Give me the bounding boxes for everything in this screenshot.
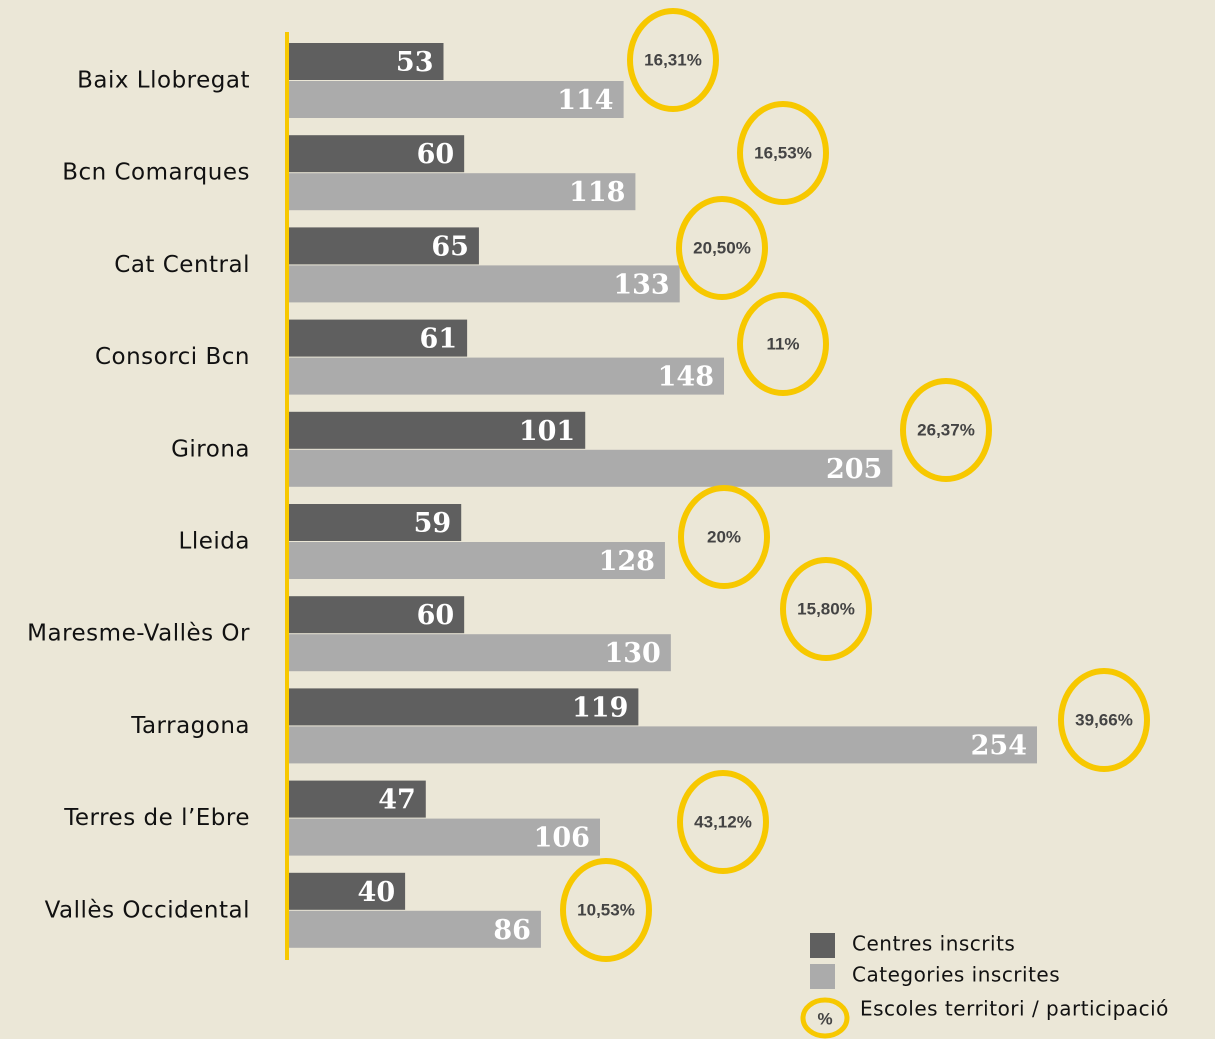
- bar: [287, 43, 444, 80]
- percentage-circle: [560, 858, 652, 962]
- bar: [287, 542, 665, 579]
- bar: [287, 780, 426, 818]
- bar-value-label: 130: [604, 638, 660, 669]
- percentage-label: 16,31%: [644, 50, 702, 69]
- bar-value-label: 59: [414, 508, 452, 539]
- category-label: Maresme-Vallès Or: [27, 621, 250, 647]
- percentage-circle: [677, 770, 769, 874]
- percentage-circle: [1058, 668, 1150, 772]
- percentage-circle: [780, 557, 872, 661]
- bar: [287, 319, 468, 357]
- bar: [287, 411, 586, 449]
- legend-circle: [800, 997, 850, 1039]
- bar: [287, 81, 624, 118]
- percentage-circle: [900, 378, 992, 482]
- bar-value-label: 118: [569, 177, 625, 208]
- bar: [287, 173, 636, 211]
- legend-symbol: %: [817, 1009, 832, 1028]
- category-label: Consorci Bcn: [95, 344, 250, 370]
- percentage-circle: [737, 292, 829, 396]
- bar-value-label: 101: [519, 416, 575, 447]
- percentage-label: 15,80%: [797, 599, 855, 618]
- bar-value-label: 128: [599, 546, 655, 577]
- bar: [287, 688, 639, 726]
- bar: [287, 227, 479, 265]
- percentage-circle: [627, 8, 719, 112]
- bar-value-label: 61: [420, 324, 458, 355]
- category-label: Baix Llobregat: [77, 68, 250, 94]
- bar-value-label: 47: [378, 785, 416, 816]
- bar: [287, 504, 462, 541]
- bar-value-label: 86: [493, 915, 531, 946]
- bar: [287, 818, 600, 856]
- percentage-circle: [676, 196, 768, 300]
- percentage-label: 11%: [766, 334, 799, 353]
- bar: [287, 357, 725, 395]
- percentage-label: 20,50%: [693, 238, 751, 257]
- percentage-label: 10,53%: [577, 900, 635, 919]
- bar-value-label: 119: [572, 692, 628, 723]
- category-label: Tarragona: [130, 713, 250, 739]
- bar-value-label: 254: [971, 730, 1027, 761]
- bar-value-label: 205: [826, 454, 882, 485]
- bar-value-label: 133: [613, 269, 669, 300]
- legend-swatch: [810, 964, 835, 989]
- bar: [287, 449, 893, 487]
- bar: [287, 910, 541, 948]
- category-label: Cat Central: [114, 252, 250, 278]
- category-label: Vallès Occidental: [45, 897, 250, 923]
- bar-value-label: 148: [658, 362, 714, 393]
- bar-value-label: 65: [431, 231, 469, 262]
- percentage-label: 43,12%: [694, 812, 752, 831]
- legend-label: Categories inscrites: [852, 963, 1060, 987]
- bar-value-label: 60: [417, 600, 455, 631]
- category-label: Terres de l’Ebre: [63, 805, 250, 831]
- bar: [287, 596, 465, 634]
- bar-value-label: 106: [534, 823, 590, 854]
- category-label: Bcn Comarques: [62, 160, 250, 186]
- legend-label: Escoles territori / participació: [860, 997, 1169, 1021]
- percentage-circle: [737, 101, 829, 205]
- percentage-label: 39,66%: [1075, 710, 1133, 729]
- percentage-label: 26,37%: [917, 420, 975, 439]
- bar-value-label: 114: [557, 85, 613, 116]
- percentage-label: 20%: [707, 527, 741, 546]
- percentage-circle: [678, 485, 770, 589]
- bar-value-label: 40: [358, 877, 396, 908]
- bar: [287, 634, 671, 672]
- category-label: Lleida: [179, 529, 250, 555]
- bar-value-label: 53: [396, 47, 434, 78]
- legend-swatch: [810, 933, 835, 958]
- legend-label: Centres inscrits: [852, 932, 1015, 956]
- bar: [287, 726, 1037, 764]
- bar: [287, 135, 465, 173]
- bar-value-label: 60: [417, 139, 455, 170]
- percentage-label: 16,53%: [754, 143, 812, 162]
- bar: [287, 872, 406, 910]
- category-label: Girona: [171, 436, 250, 462]
- bar: [287, 265, 680, 303]
